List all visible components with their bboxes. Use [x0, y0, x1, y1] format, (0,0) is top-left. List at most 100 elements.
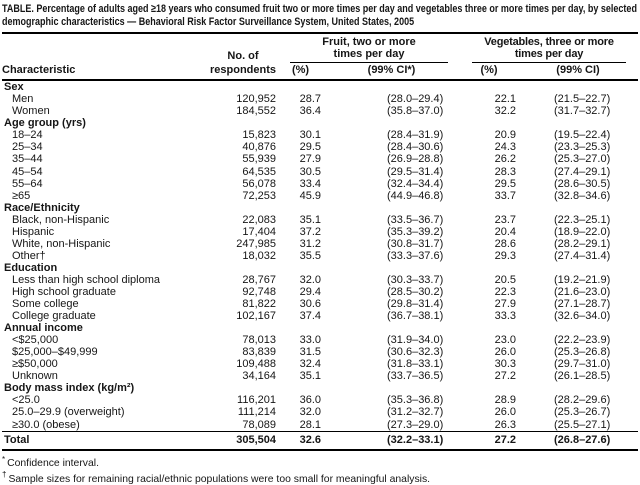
- fruit-ci-cell: (31.2–32.7): [387, 406, 444, 419]
- table-row: Women 184,552 36.4 (35.8–37.0) 32.2 (31.7–32.…: [2, 105, 638, 117]
- characteristic-cell: Women: [12, 105, 50, 118]
- respondents-cell: 83,839: [242, 346, 276, 359]
- characteristic-cell: ≥65: [12, 189, 31, 202]
- table-row: $25,000–$49,999 83,839 31.5 (30.6–32.3) 26.0…: [2, 346, 638, 358]
- table-footer: Total 305,504 32.6 (32.2–33.1) 27.2 (26.…: [2, 430, 638, 451]
- veg-pct-cell: 20.9: [494, 129, 516, 142]
- table-title: TABLE. Percentage of adults aged ≥18 yea…: [2, 3, 637, 29]
- total-respondents: 305,504: [208, 430, 278, 451]
- veg-ci-cell: (22.3–25.1): [554, 213, 611, 226]
- fruit-pct-cell: 27.9: [299, 153, 321, 166]
- respondents-cell: 56,078: [242, 177, 276, 190]
- section-header-row: Age group (yrs): [2, 117, 638, 129]
- respondents-cell: 247,985: [236, 237, 276, 250]
- veg-pct-cell: 32.2: [494, 105, 516, 118]
- fruit-pct-cell: 35.1: [299, 370, 321, 383]
- table-row: ≥30.0 (obese) 78,089 28.1 (27.3–29.0) 26.3 (2…: [2, 419, 638, 432]
- table-row: 25–34 40,876 29.5 (28.4–30.6) 24.3 (23.3–25.3…: [2, 141, 638, 153]
- respondents-cell: 120,952: [236, 93, 276, 106]
- fruit-group-underline: Fruit, two or more times per day: [290, 37, 448, 63]
- fruit-pct-cell: 37.4: [299, 310, 321, 323]
- veg-ci-cell: (27.4–31.4): [554, 249, 611, 262]
- characteristic-cell: Black, non-Hispanic: [12, 213, 110, 226]
- fruit-ci-cell: (31.8–33.1): [387, 358, 444, 371]
- total-row: Total 305,504 32.6 (32.2–33.1) 27.2 (26.…: [2, 430, 638, 451]
- fruit-ci-cell: (31.9–34.0): [387, 334, 444, 347]
- title-rule: [2, 32, 638, 35]
- fruit-ci-cell: (29.5–31.4): [387, 165, 444, 178]
- table-row: Other† 18,032 35.5 (33.3–37.6) 29.3 (27.4–31.…: [2, 250, 638, 262]
- fruit-pct-cell: 30.6: [299, 298, 321, 311]
- fruit-pct-cell: 31.2: [299, 237, 321, 250]
- veg-ci-cell: (21.5–22.7): [554, 93, 611, 106]
- fruit-pct-cell: 32.0: [299, 273, 321, 286]
- veg-pct-cell: 29.3: [494, 249, 516, 262]
- veg-pct-cell: 20.4: [494, 225, 516, 238]
- section-header-label: Annual income: [4, 322, 83, 335]
- veg-pct-cell: 26.2: [494, 153, 516, 166]
- respondents-cell: 116,201: [237, 394, 276, 407]
- section-header-label: Sex: [4, 81, 24, 94]
- veg-ci-cell: (32.8–34.6): [554, 189, 611, 202]
- veg-group-header: Vegetables, three or more times per day: [460, 35, 638, 63]
- footnote-marker: *: [2, 454, 6, 464]
- total-veg-ci: (26.8–27.6): [518, 430, 638, 451]
- characteristic-cell: College graduate: [12, 310, 96, 323]
- veg-pct-cell: 30.3: [494, 358, 516, 371]
- fruit-pct-cell: 29.5: [299, 141, 321, 154]
- respondents-header-line2: respondents: [208, 62, 278, 82]
- table-row: Black, non-Hispanic 22,083 35.1 (33.5–36.7)…: [2, 214, 638, 226]
- table-row: College graduate 102,167 37.4 (36.7–38.1) 33…: [2, 310, 638, 322]
- table-row: Hispanic 17,404 37.2 (35.3–39.2) 20.4 (18.9–2…: [2, 226, 638, 238]
- footnote: * Confidence interval.: [2, 454, 638, 470]
- table-row: 55–64 56,078 33.4 (32.4–34.4) 29.5 (28.6–30.5…: [2, 178, 638, 190]
- respondents-cell: 34,164: [242, 370, 276, 383]
- section-header-row: Body mass index (kg/m²): [2, 382, 638, 394]
- empty-header-cell: [2, 35, 208, 62]
- section-header-label: Race/Ethnicity: [4, 201, 80, 214]
- characteristic-cell: Men: [12, 93, 34, 106]
- fruit-pct-cell: 35.1: [299, 213, 321, 226]
- footnote-marker: †: [2, 470, 7, 480]
- characteristic-cell: 25.0–29.9 (overweight): [12, 406, 125, 419]
- group-header-row: No. of Fruit, two or more times per day …: [2, 35, 638, 63]
- fruit-ci-cell: (33.7–36.5): [387, 370, 444, 383]
- veg-ci-cell: (25.3–27.0): [554, 153, 611, 166]
- fruit-ci-cell: (33.5–36.7): [387, 213, 444, 226]
- total-label: Total: [2, 430, 208, 451]
- fruit-pct-cell: 32.0: [299, 406, 321, 419]
- table-row: Men 120,952 28.7 (28.0–29.4) 22.1 (21.5–22.7): [2, 93, 638, 105]
- fruit-pct-cell: 37.2: [299, 225, 321, 238]
- veg-pct-header: (%): [460, 62, 518, 82]
- fruit-ci-header: (99% CI*): [323, 62, 460, 82]
- respondents-cell: 72,253: [242, 189, 276, 202]
- table-row: 25.0–29.9 (overweight) 111,214 32.0 (31.2–3…: [2, 406, 638, 418]
- veg-ci-cell: (32.6–34.0): [554, 310, 611, 323]
- respondents-cell: 15,823: [242, 129, 276, 142]
- respondents-cell: 18,032: [242, 249, 276, 262]
- fruit-pct-cell: 28.1: [299, 418, 321, 431]
- table-body: Sex Men 120,952 28.7 (28.0–29.4) 22.1 (21.5–22…: [2, 80, 638, 431]
- total-fruit-ci: (32.2–33.1): [323, 430, 460, 451]
- veg-ci-cell: (19.5–22.4): [554, 129, 611, 142]
- veg-pct-cell: 26.0: [494, 346, 516, 359]
- characteristic-cell: <$25,000: [12, 334, 59, 347]
- veg-pct-cell: 27.9: [494, 298, 516, 311]
- veg-ci-cell: (25.3–26.8): [554, 346, 611, 359]
- characteristic-cell: ≥$50,000: [12, 358, 58, 371]
- veg-pct-cell: 29.5: [494, 177, 516, 190]
- characteristic-cell: <25.0: [12, 394, 40, 407]
- fruit-pct-cell: 30.1: [299, 129, 321, 142]
- fruit-pct-cell: 35.5: [299, 249, 321, 262]
- fruit-ci-cell: (30.6–32.3): [387, 346, 444, 359]
- veg-ci-cell: (25.5–27.1): [554, 418, 611, 431]
- fruit-ci-cell: (28.4–31.9): [387, 129, 444, 142]
- fruit-pct-cell: 45.9: [299, 189, 321, 202]
- veg-ci-cell: (28.2–29.6): [554, 394, 611, 407]
- characteristic-cell: Some college: [12, 298, 79, 311]
- veg-ci-header: (99% CI): [518, 62, 638, 82]
- fruit-pct-cell: 30.5: [299, 165, 321, 178]
- fruit-pct-cell: 31.5: [299, 346, 321, 359]
- veg-ci-cell: (18.9–22.0): [554, 225, 611, 238]
- characteristic-header: Characteristic: [2, 62, 208, 82]
